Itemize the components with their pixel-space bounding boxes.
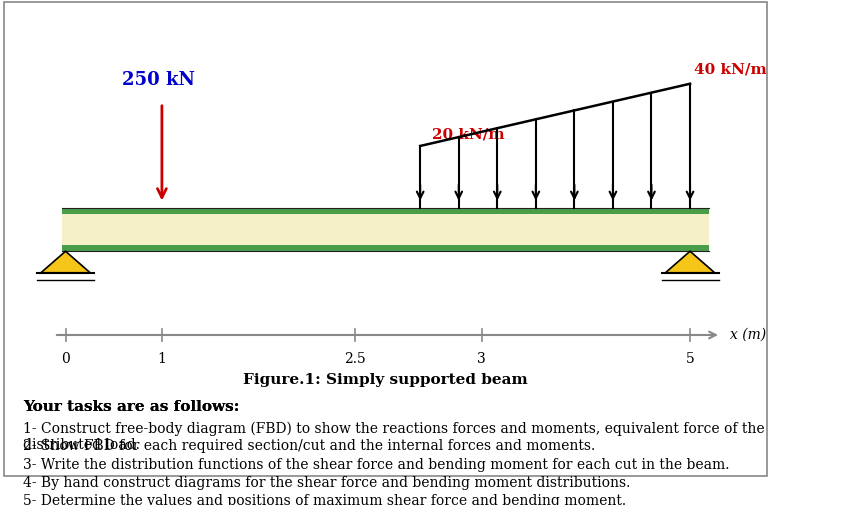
Text: 40 kN/m: 40 kN/m [694,63,767,77]
Text: 5- Determine the values and positions of maximum shear force and bending moment.: 5- Determine the values and positions of… [23,494,627,505]
Text: 250 kN: 250 kN [121,71,194,88]
Bar [62,208,709,214]
Text: 3- Write the distribution functions of the shear force and bending moment for ea: 3- Write the distribution functions of t… [23,458,729,472]
Text: Figure.1: Simply supported beam: Figure.1: Simply supported beam [243,374,527,387]
Bar [62,245,709,251]
Text: Your tasks are as follows:: Your tasks are as follows: [23,399,239,414]
Text: 5: 5 [686,352,695,366]
Text: x (m): x (m) [730,328,767,342]
Text: 1- Construct free-body diagram (FBD) to show the reactions forces and moments, e: 1- Construct free-body diagram (FBD) to … [23,421,765,451]
Text: 0: 0 [61,352,70,366]
Text: 2.5: 2.5 [343,352,365,366]
Text: Your tasks are as follows:: Your tasks are as follows: [23,399,239,414]
Text: 4- By hand construct diagrams for the shear force and bending moment distributio: 4- By hand construct diagrams for the sh… [23,476,631,490]
Text: 2- Show FBD for each required section/cut and the internal forces and moments.: 2- Show FBD for each required section/cu… [23,439,595,453]
Text: 1: 1 [158,352,166,366]
Bar [62,208,709,251]
Polygon shape [41,251,90,273]
Text: 20 kN/m: 20 kN/m [432,127,505,141]
Text: 3: 3 [477,352,486,366]
Polygon shape [666,251,715,273]
